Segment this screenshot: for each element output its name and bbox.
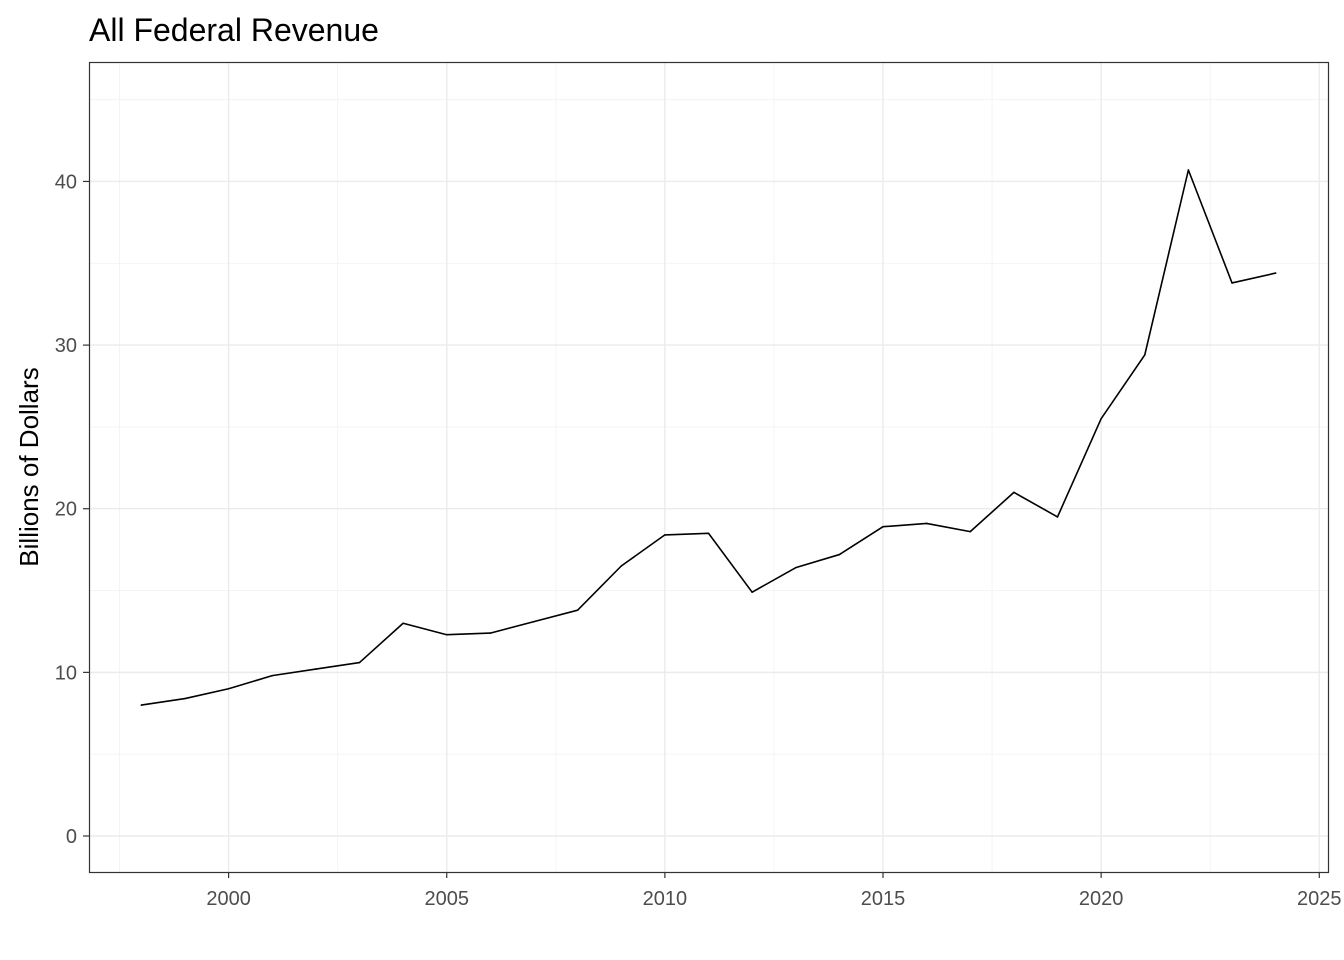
data-point bbox=[184, 697, 186, 700]
data-point bbox=[838, 553, 841, 556]
x-axis: 2000 2005 2010 2015 2020 2025 bbox=[206, 872, 1342, 910]
y-tick-label: 10 bbox=[55, 662, 77, 684]
data-point bbox=[445, 633, 448, 636]
data-point bbox=[576, 609, 579, 611]
y-tick-label: 20 bbox=[55, 499, 77, 521]
data-point bbox=[882, 525, 884, 528]
major-gridlines bbox=[89, 62, 1328, 872]
data-point bbox=[271, 674, 274, 677]
x-tick-label: 2000 bbox=[206, 888, 251, 910]
data-point bbox=[1274, 272, 1277, 274]
data-point bbox=[1187, 169, 1190, 171]
data-point bbox=[707, 532, 710, 535]
data-point bbox=[620, 565, 623, 567]
x-tick-label: 2005 bbox=[424, 888, 469, 910]
data-point bbox=[1100, 417, 1102, 420]
y-axis-label: Billions of Dollars bbox=[14, 367, 44, 566]
data-point bbox=[533, 620, 535, 623]
data-point bbox=[925, 522, 928, 525]
x-tick-label: 2020 bbox=[1079, 888, 1124, 910]
y-tick-label: 30 bbox=[55, 335, 77, 357]
x-tick-label: 2010 bbox=[643, 888, 688, 910]
data-point bbox=[1231, 282, 1233, 284]
plot-panel-border bbox=[88, 61, 1330, 874]
data-point bbox=[358, 661, 361, 664]
data-point bbox=[969, 530, 972, 533]
series-layer bbox=[140, 169, 1277, 706]
x-tick-label: 2015 bbox=[861, 888, 906, 910]
series-line bbox=[141, 169, 1276, 706]
data-point bbox=[1056, 516, 1059, 518]
y-tick-label: 40 bbox=[55, 171, 77, 193]
y-tick-label: 0 bbox=[66, 826, 77, 848]
minor-gridlines bbox=[89, 62, 1328, 872]
data-point bbox=[315, 668, 317, 670]
y-axis: 0 10 20 30 40 bbox=[55, 171, 89, 848]
data-point bbox=[1013, 491, 1015, 494]
chart-title: All Federal Revenue bbox=[89, 12, 379, 48]
x-tick-label: 2025 bbox=[1297, 888, 1342, 910]
data-point bbox=[751, 591, 753, 593]
data-point bbox=[664, 534, 666, 536]
data-point bbox=[140, 704, 143, 706]
data-point bbox=[489, 632, 492, 634]
data-point bbox=[402, 622, 404, 625]
data-point bbox=[794, 566, 797, 569]
data-point bbox=[1143, 354, 1146, 356]
data-point bbox=[227, 687, 230, 690]
